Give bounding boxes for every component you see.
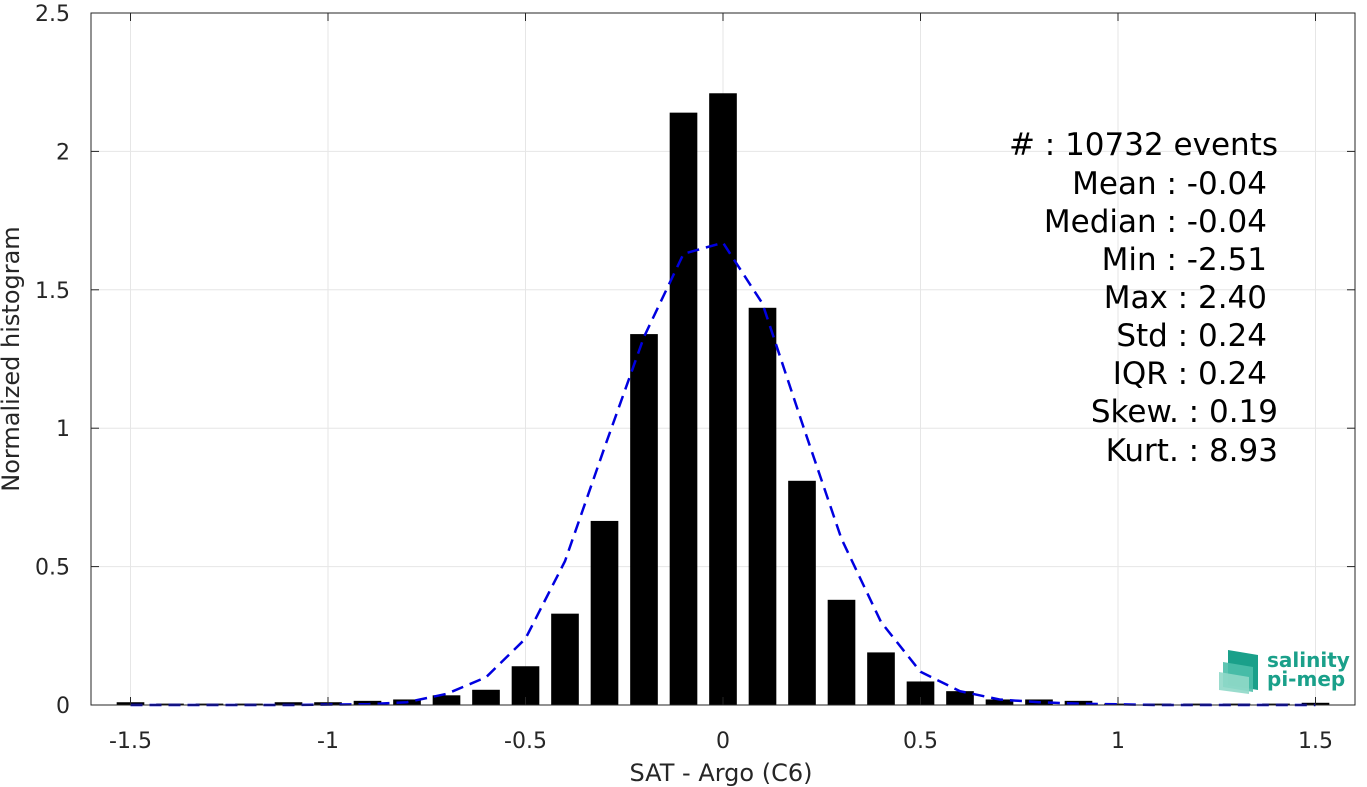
x-tick-label: -1 bbox=[317, 729, 339, 754]
x-tick-label: 0 bbox=[716, 729, 730, 754]
y-tick-label: 0 bbox=[56, 694, 70, 719]
histogram-bar bbox=[432, 695, 461, 705]
x-tick-label: 1.5 bbox=[1298, 729, 1333, 754]
stat-std: Std : 0.24 bbox=[1116, 318, 1267, 354]
y-axis-label: Normalized histogram bbox=[0, 226, 25, 491]
stat-median: Median : -0.04 bbox=[1044, 204, 1267, 240]
y-tick-label: 0.5 bbox=[35, 556, 70, 581]
stat-events: # : 10732 events bbox=[1009, 127, 1278, 163]
histogram-bar bbox=[630, 334, 658, 705]
y-tick-label: 2 bbox=[56, 140, 70, 165]
y-tick-labels: 0 0.5 1 1.5 2 2.5 bbox=[35, 2, 70, 719]
stat-kurt: Kurt. : 8.93 bbox=[1106, 433, 1278, 469]
axis-ticks bbox=[91, 12, 1355, 706]
histogram-bar bbox=[353, 700, 382, 705]
y-tick-label: 2.5 bbox=[35, 2, 70, 27]
stat-iqr: IQR : 0.24 bbox=[1113, 356, 1267, 392]
histogram-bar bbox=[472, 689, 500, 705]
salinity-pi-mep-logo: salinity pi-mep bbox=[1219, 648, 1350, 694]
x-tick-label: 0.5 bbox=[903, 729, 938, 754]
histogram-bar bbox=[551, 613, 579, 705]
histogram-bar bbox=[946, 691, 974, 705]
histogram-bar bbox=[1183, 703, 1211, 705]
stat-skew: Skew. : 0.19 bbox=[1091, 394, 1278, 430]
stat-max: Max : 2.40 bbox=[1104, 280, 1267, 316]
fit-curve bbox=[130, 241, 1316, 707]
histogram-bar bbox=[748, 307, 777, 705]
x-tick-label: -0.5 bbox=[504, 729, 547, 754]
histogram-bar bbox=[1222, 703, 1251, 705]
histogram-bars bbox=[116, 93, 1330, 706]
stats-annotation: # : 10732 events Mean : -0.04 Median : -… bbox=[1009, 127, 1278, 469]
x-tick-label: -1.5 bbox=[109, 729, 152, 754]
x-tick-label: 1 bbox=[1111, 729, 1125, 754]
histogram-bar bbox=[1143, 703, 1172, 705]
logo-mark-icon bbox=[1219, 650, 1258, 694]
histogram-bar bbox=[906, 681, 935, 705]
histogram-bar bbox=[867, 652, 895, 705]
histogram-bar bbox=[788, 480, 816, 705]
logo-text-line2: pi-mep bbox=[1267, 667, 1345, 691]
histogram-bar bbox=[709, 93, 737, 706]
stat-mean: Mean : -0.04 bbox=[1072, 166, 1267, 202]
x-tick-labels: -1.5 -1 -0.5 0 0.5 1 1.5 bbox=[109, 729, 1333, 754]
stat-min: Min : -2.51 bbox=[1102, 242, 1267, 278]
histogram-bar bbox=[827, 599, 856, 705]
logo-text-line1: salinity bbox=[1267, 648, 1350, 672]
histogram-bar bbox=[669, 112, 698, 705]
histogram-bar bbox=[590, 520, 619, 705]
y-tick-label: 1 bbox=[56, 417, 70, 442]
y-tick-label: 1.5 bbox=[35, 279, 70, 304]
x-axis-label: SAT - Argo (C6) bbox=[630, 759, 813, 787]
histogram-bar bbox=[985, 699, 1014, 705]
histogram-bar bbox=[274, 702, 303, 705]
